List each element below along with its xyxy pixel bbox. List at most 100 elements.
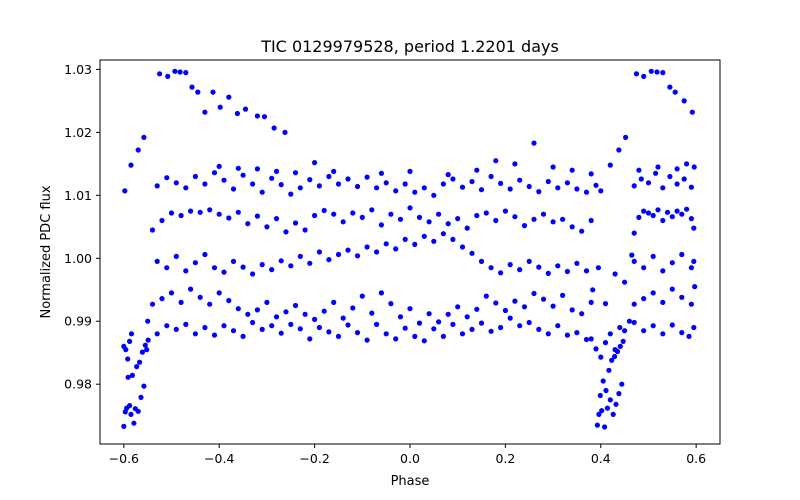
data-point: [569, 167, 575, 173]
data-point: [498, 180, 504, 186]
data-point: [216, 290, 222, 296]
data-point: [261, 114, 268, 120]
data-point: [440, 181, 446, 187]
data-point: [145, 318, 151, 324]
data-point: [512, 161, 518, 167]
data-point: [674, 208, 680, 214]
data-point: [498, 270, 504, 276]
data-point: [545, 331, 551, 337]
data-point: [157, 71, 163, 77]
data-point: [288, 263, 294, 269]
data-point: [240, 172, 246, 178]
data-point: [292, 220, 299, 226]
data-point: [278, 182, 284, 188]
data-point: [648, 68, 654, 74]
data-point: [681, 176, 687, 182]
data-point: [478, 258, 485, 264]
x-axis-label: Phase: [391, 474, 430, 489]
data-point: [173, 326, 179, 332]
data-point: [316, 183, 322, 189]
data-point: [164, 175, 170, 181]
data-point: [121, 423, 127, 429]
data-point: [131, 420, 137, 426]
data-point: [226, 94, 232, 100]
data-point: [321, 308, 327, 314]
data-point: [564, 268, 571, 275]
data-point: [602, 301, 609, 307]
data-point: [211, 265, 218, 271]
data-point: [692, 284, 698, 290]
data-point: [645, 210, 652, 216]
data-point: [493, 217, 499, 224]
data-point: [560, 292, 566, 298]
data-point: [254, 213, 260, 219]
data-point: [254, 113, 260, 119]
data-point: [574, 330, 580, 336]
data-point: [129, 372, 135, 378]
data-point: [660, 268, 666, 274]
data-point: [691, 324, 697, 331]
data-point: [282, 129, 288, 135]
data-point: [139, 349, 145, 355]
data-point: [378, 170, 384, 176]
data-point: [269, 323, 275, 329]
data-point: [188, 286, 194, 292]
data-point: [502, 208, 508, 214]
data-point: [250, 271, 256, 277]
data-point: [141, 134, 147, 140]
data-point: [235, 306, 241, 312]
data-point: [207, 301, 213, 307]
data-point: [426, 219, 432, 225]
data-point: [202, 251, 208, 258]
data-point: [660, 217, 666, 224]
data-point: [493, 300, 499, 306]
data-point: [326, 173, 332, 180]
data-point: [165, 73, 171, 79]
data-point: [312, 212, 318, 219]
data-point: [588, 299, 594, 305]
data-point: [660, 331, 666, 337]
data-point: [667, 173, 673, 180]
y-tick-label: 1.01: [64, 188, 92, 203]
data-point: [245, 221, 251, 227]
y-tick-label: 0.98: [64, 377, 92, 392]
data-point: [221, 269, 227, 275]
data-point: [445, 311, 451, 317]
data-point: [681, 98, 687, 104]
data-point: [474, 212, 480, 219]
y-axis-label: Normalized PDC flux: [39, 185, 54, 318]
data-point: [350, 305, 356, 311]
data-point: [173, 180, 179, 186]
data-point: [128, 162, 134, 168]
data-point: [679, 294, 685, 300]
data-point: [264, 299, 270, 305]
data-point: [359, 214, 365, 220]
data-point: [526, 258, 532, 264]
data-point: [478, 320, 485, 326]
data-point: [145, 337, 151, 343]
data-point: [531, 290, 537, 297]
data-point: [226, 297, 232, 304]
data-point: [149, 301, 156, 307]
data-point: [436, 211, 442, 217]
data-point: [641, 328, 647, 334]
data-point: [536, 326, 542, 332]
data-point: [383, 241, 389, 247]
data-point: [254, 307, 260, 313]
data-point: [669, 214, 675, 220]
data-point: [210, 89, 216, 95]
data-point: [127, 338, 133, 344]
data-point: [412, 241, 418, 247]
data-point: [631, 230, 637, 236]
data-point: [172, 68, 178, 74]
data-point: [550, 303, 556, 309]
data-point: [154, 331, 160, 337]
data-point: [655, 207, 661, 213]
y-tick-label: 1.03: [64, 62, 92, 77]
data-point: [288, 321, 294, 327]
data-point: [688, 301, 695, 307]
data-point: [321, 207, 327, 214]
data-point: [629, 252, 635, 258]
data-point: [455, 216, 461, 222]
